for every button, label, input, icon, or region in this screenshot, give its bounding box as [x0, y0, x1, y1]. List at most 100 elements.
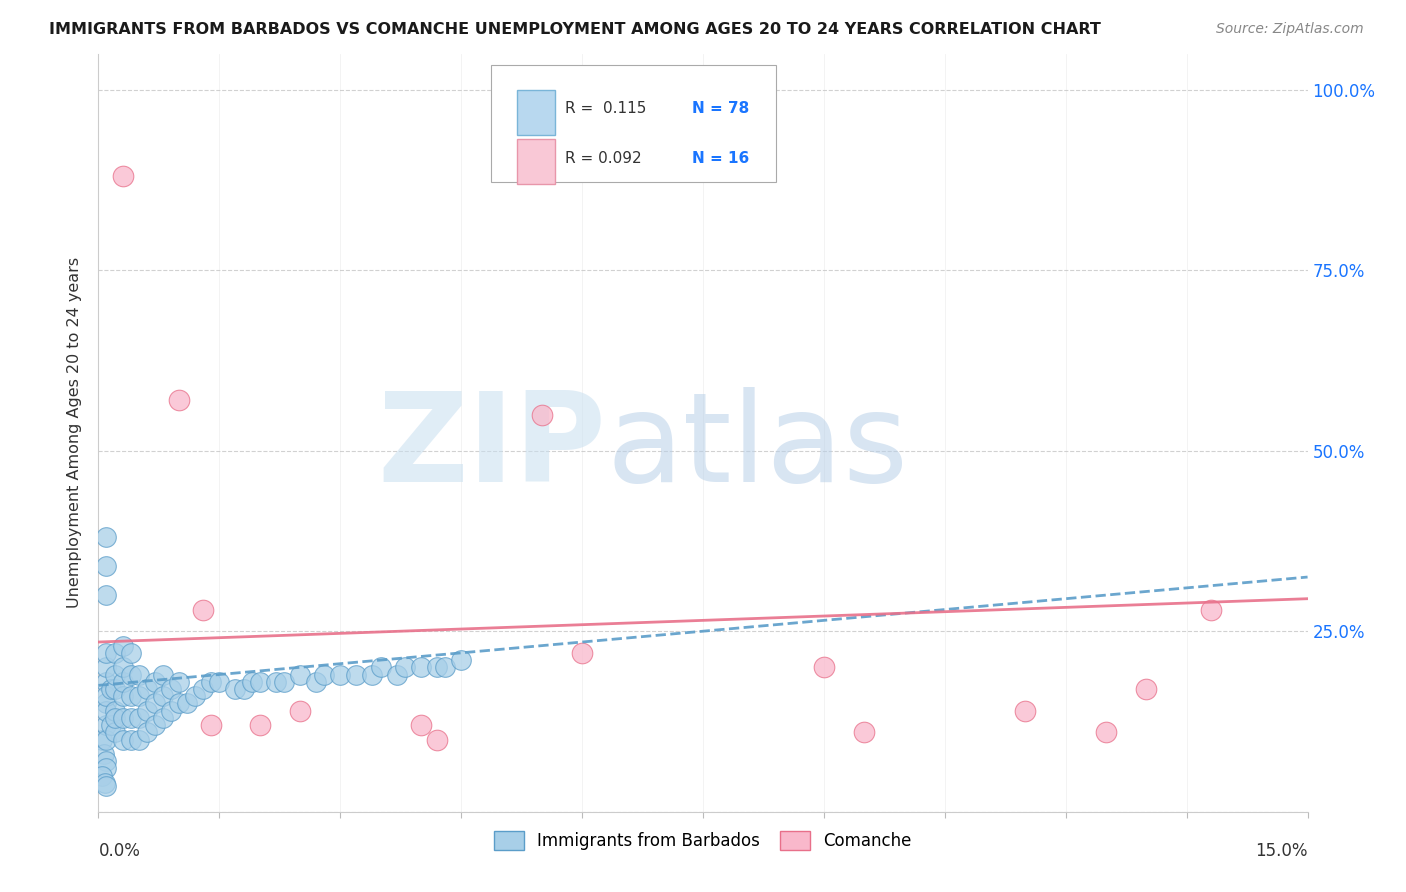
Point: [385, 667, 408, 681]
Point: [111, 732, 134, 747]
Point: [167, 674, 190, 689]
Point: [128, 732, 150, 747]
Point: [128, 711, 150, 725]
Text: atlas: atlas: [606, 387, 908, 508]
Point: [103, 646, 125, 660]
Text: 15.0%: 15.0%: [1256, 842, 1308, 860]
Point: [103, 681, 125, 696]
Point: [96, 530, 118, 544]
Point: [96, 660, 118, 674]
Text: Source: ZipAtlas.com: Source: ZipAtlas.com: [1216, 22, 1364, 37]
Point: [111, 689, 134, 703]
Point: [143, 674, 166, 689]
Point: [111, 660, 134, 674]
Text: N = 78: N = 78: [692, 102, 749, 116]
Point: [329, 667, 352, 681]
Point: [96, 754, 118, 768]
Point: [152, 667, 174, 681]
Point: [111, 169, 134, 184]
Point: [224, 681, 246, 696]
Point: [120, 689, 142, 703]
Point: [143, 697, 166, 711]
Point: [426, 660, 449, 674]
Point: [91, 732, 114, 747]
Point: [426, 732, 449, 747]
Point: [91, 769, 114, 783]
FancyBboxPatch shape: [517, 139, 555, 184]
Text: R =  0.115: R = 0.115: [565, 102, 647, 116]
Point: [120, 711, 142, 725]
Point: [96, 689, 118, 703]
Point: [434, 660, 457, 674]
Point: [394, 660, 416, 674]
Point: [128, 667, 150, 681]
Point: [160, 704, 183, 718]
Point: [96, 674, 118, 689]
Point: [96, 646, 118, 660]
Point: [232, 681, 254, 696]
Point: [96, 697, 118, 711]
Text: 0.0%: 0.0%: [98, 842, 141, 860]
Point: [1095, 725, 1118, 739]
Point: [111, 674, 134, 689]
Point: [193, 681, 215, 696]
Point: [249, 674, 271, 689]
Text: ZIP: ZIP: [378, 387, 606, 508]
Point: [152, 711, 174, 725]
Point: [120, 646, 142, 660]
Point: [450, 653, 472, 667]
Point: [100, 718, 122, 732]
Point: [200, 674, 222, 689]
Point: [103, 725, 125, 739]
Text: IMMIGRANTS FROM BARBADOS VS COMANCHE UNEMPLOYMENT AMONG AGES 20 TO 24 YEARS CORR: IMMIGRANTS FROM BARBADOS VS COMANCHE UNE…: [49, 22, 1101, 37]
Point: [813, 660, 835, 674]
Point: [288, 704, 311, 718]
Point: [160, 681, 183, 696]
Point: [96, 704, 118, 718]
Point: [135, 681, 157, 696]
Point: [96, 588, 118, 602]
Legend: Immigrants from Barbados, Comanche: Immigrants from Barbados, Comanche: [488, 824, 918, 856]
Point: [571, 646, 593, 660]
Point: [167, 393, 190, 408]
Point: [1135, 681, 1157, 696]
Point: [96, 780, 118, 794]
Point: [240, 674, 263, 689]
Point: [120, 732, 142, 747]
Point: [200, 718, 222, 732]
Point: [103, 711, 125, 725]
Point: [176, 697, 198, 711]
Point: [135, 704, 157, 718]
Point: [96, 718, 118, 732]
Point: [193, 602, 215, 616]
Point: [1014, 704, 1036, 718]
Point: [184, 689, 207, 703]
Point: [96, 732, 118, 747]
Point: [96, 761, 118, 775]
Point: [409, 660, 432, 674]
Point: [135, 725, 157, 739]
Point: [111, 711, 134, 725]
FancyBboxPatch shape: [492, 65, 776, 183]
FancyBboxPatch shape: [517, 90, 555, 135]
Point: [103, 667, 125, 681]
Point: [167, 697, 190, 711]
Point: [530, 408, 553, 422]
Point: [288, 667, 311, 681]
Point: [94, 776, 117, 790]
Point: [264, 674, 287, 689]
Point: [370, 660, 392, 674]
Point: [208, 674, 231, 689]
Point: [111, 639, 134, 653]
Point: [305, 674, 328, 689]
Point: [361, 667, 384, 681]
Point: [273, 674, 295, 689]
Point: [93, 747, 115, 761]
Point: [152, 689, 174, 703]
Point: [128, 689, 150, 703]
Text: N = 16: N = 16: [692, 151, 749, 166]
Point: [143, 718, 166, 732]
Point: [314, 667, 336, 681]
Y-axis label: Unemployment Among Ages 20 to 24 years: Unemployment Among Ages 20 to 24 years: [67, 257, 83, 608]
Point: [96, 559, 118, 574]
